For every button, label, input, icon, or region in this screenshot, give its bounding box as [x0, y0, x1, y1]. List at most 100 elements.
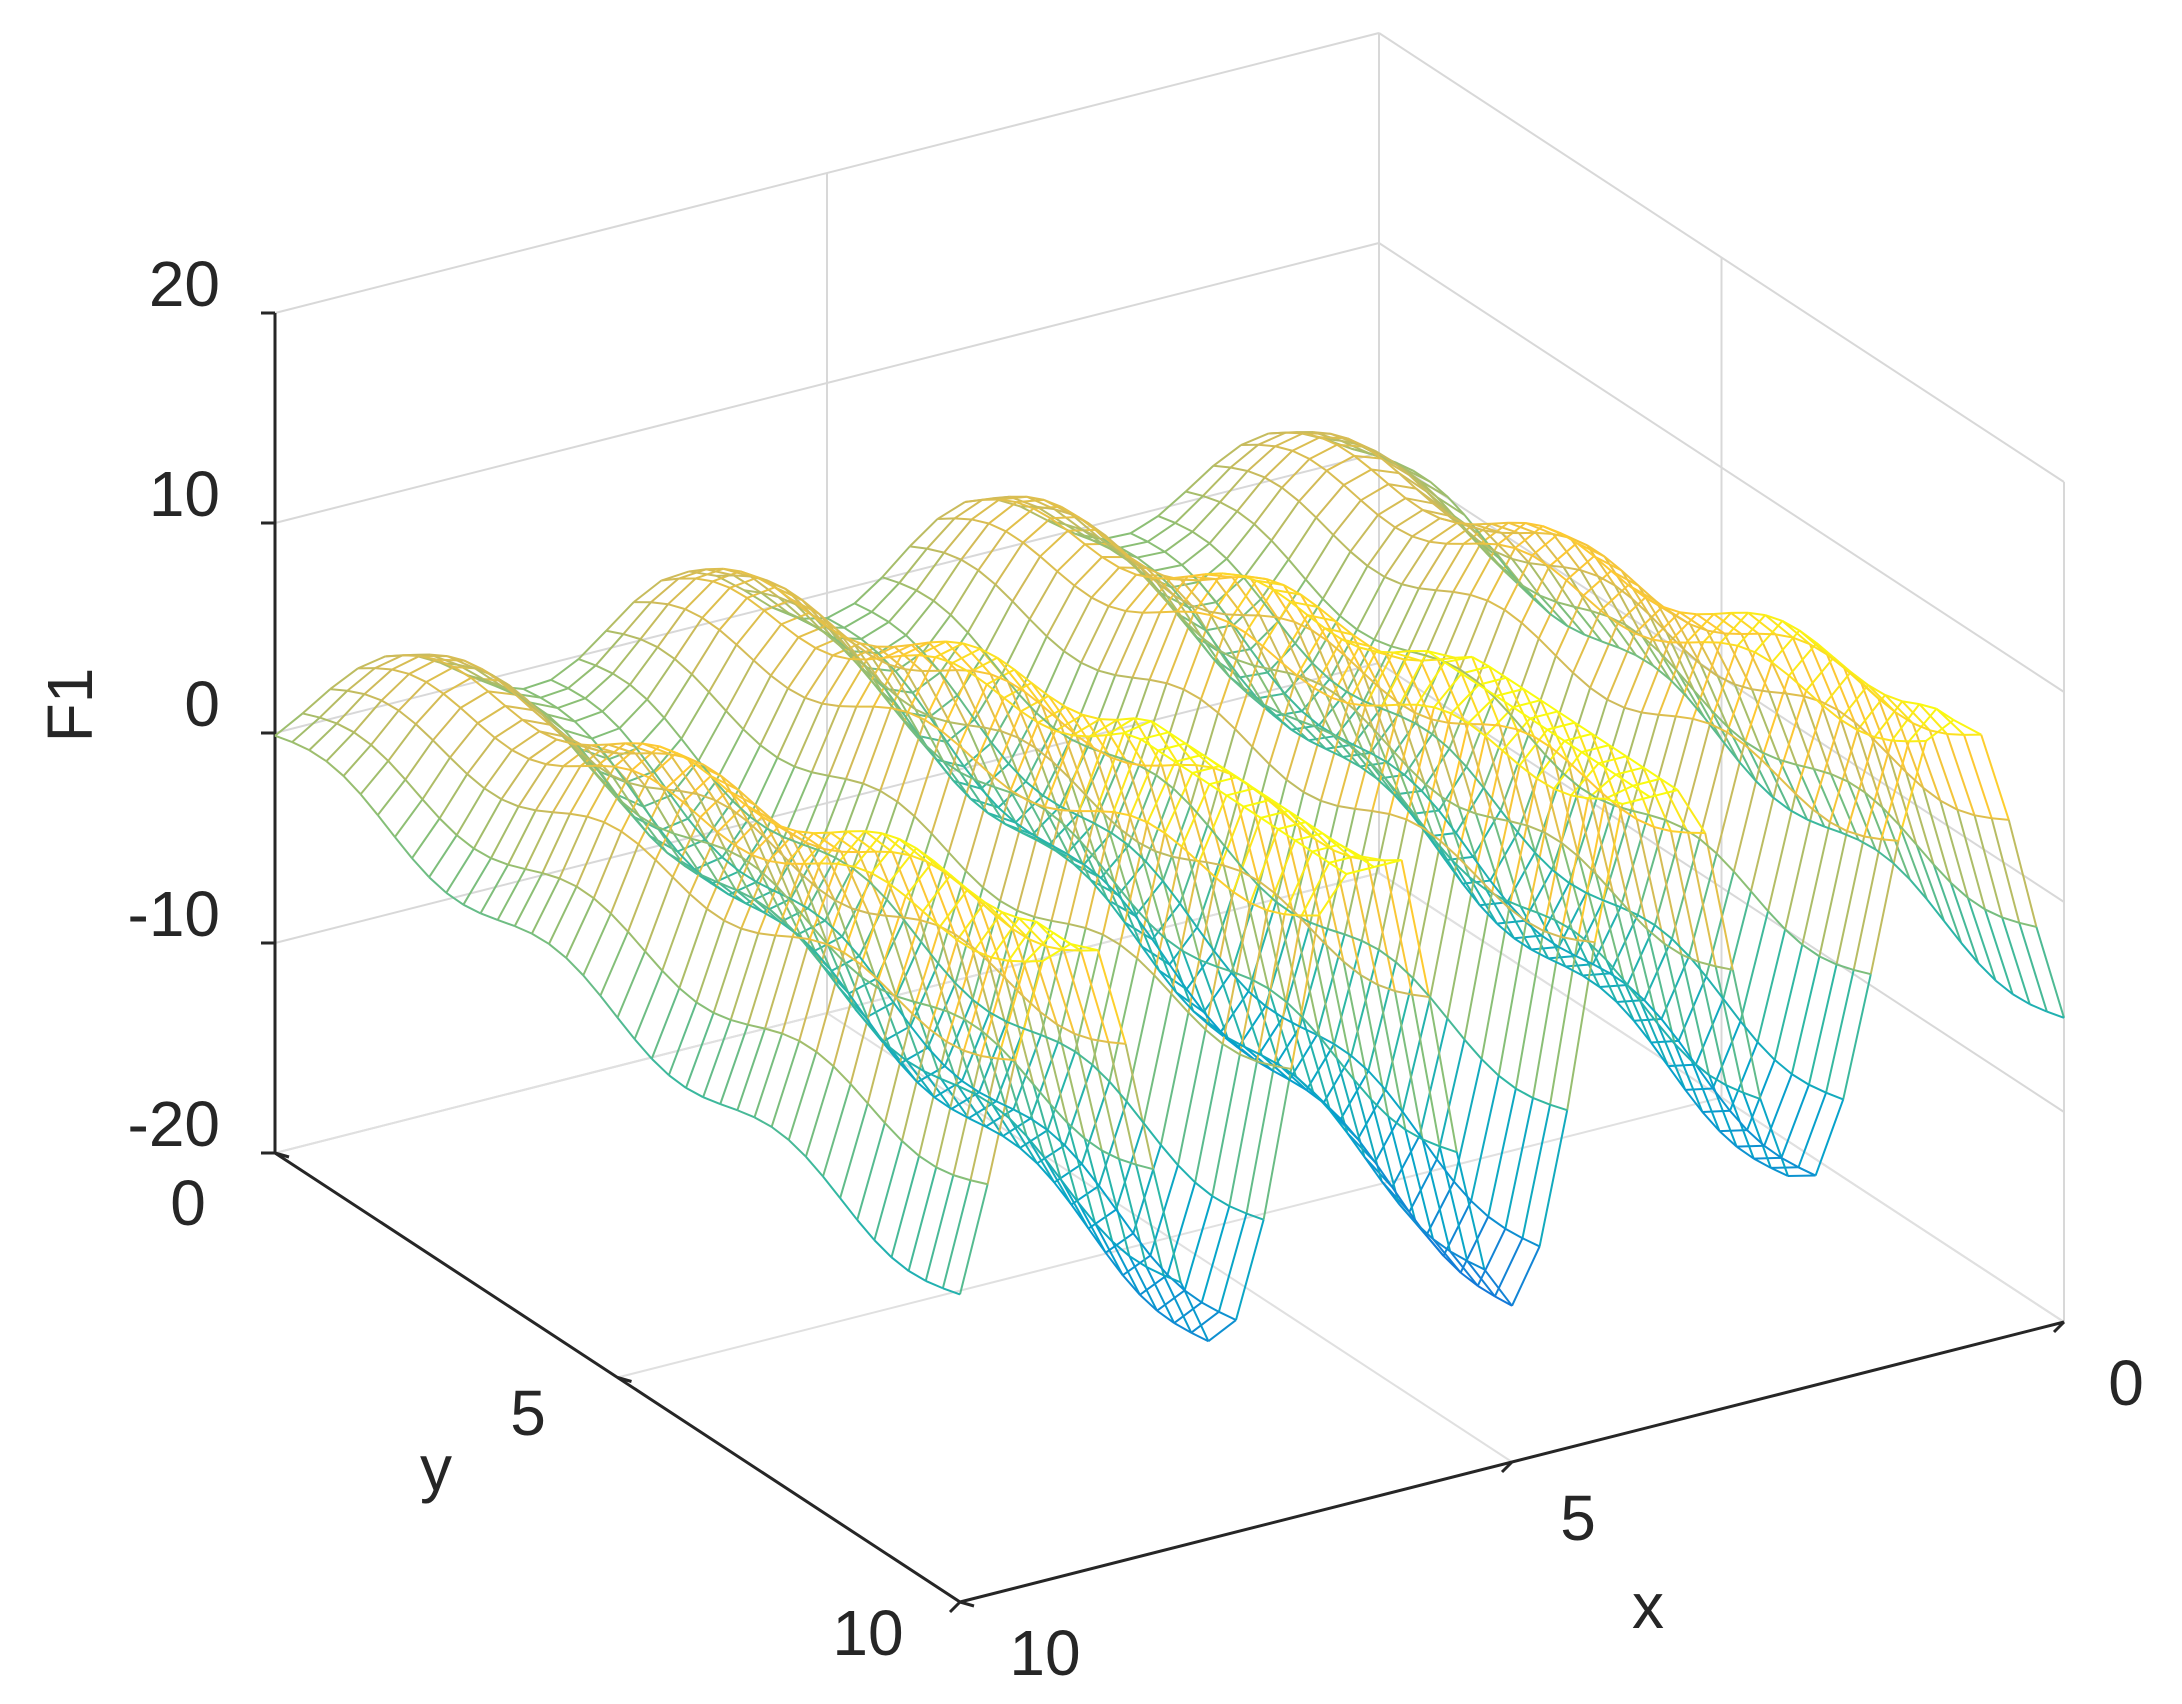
mesh-segment-y-17-2: [1586, 544, 1616, 587]
mesh-segment-x-4-4: [1336, 443, 1355, 457]
mesh-segment-x-40-19: [599, 995, 619, 1019]
mesh-segment-x-18-1: [898, 582, 917, 592]
mesh-segment-y-19-20: [1124, 921, 1153, 941]
mesh-segment-x-40-10: [445, 891, 464, 906]
mesh-segment-x-38-38: [980, 1054, 999, 1060]
mesh-segment-x-4-30: [1781, 620, 1800, 632]
mesh-segment-x-23-30: [1257, 879, 1276, 895]
mesh-segment-x-8-1: [1174, 522, 1193, 533]
mesh-segment-y-3-26: [684, 580, 714, 610]
mesh-segment-x-33-20: [809, 924, 829, 946]
mesh-segment-x-20-7: [946, 741, 965, 768]
mesh-segment-x-3-22: [1672, 613, 1691, 626]
mesh-segment-y-15-21: [1027, 799, 1058, 852]
mesh-segment-x-32-14: [735, 888, 754, 900]
mesh-segment-y-11-26: [821, 658, 851, 705]
mesh-segment-x-24-13: [939, 669, 957, 672]
mesh-segment-x-28-22: [982, 886, 1001, 902]
mesh-segment-x-9-30: [1643, 999, 1663, 1020]
mesh-segment-x-9-8: [1266, 671, 1286, 695]
mesh-segment-y-37-28: [1211, 1054, 1241, 1197]
mesh-segment-x-11-18: [1382, 775, 1402, 798]
mesh-segment-x-27-2: [667, 603, 686, 611]
mesh-segment-x-31-35: [1122, 1274, 1141, 1296]
mesh-segment-x-13-32: [1567, 760, 1587, 779]
mesh-segment-x-33-22: [844, 961, 863, 979]
mesh-segment-x-24-32: [1263, 796, 1283, 813]
mesh-segment-x-36-36: [1001, 911, 1020, 920]
mesh-segment-y-24-0: [1761, 752, 1791, 811]
mesh-segment-x-18-26: [1327, 927, 1345, 936]
mesh-segment-x-2-9: [1477, 539, 1496, 553]
mesh-segment-x-30-37: [1184, 1289, 1203, 1304]
mesh-segment-x-23-18: [1051, 760, 1071, 779]
mesh-segment-x-6-37: [1846, 830, 1865, 838]
mesh-segment-x-1-5: [1436, 496, 1455, 517]
mesh-segment-y-32-36: [905, 860, 935, 897]
mesh-segment-y-40-20: [1483, 1268, 1513, 1307]
mesh-segment-x-17-32: [1457, 856, 1476, 876]
mesh-segment-x-4-2: [1302, 432, 1321, 439]
mesh-segment-y-40-15: [1622, 796, 1651, 805]
mesh-segment-y-7-15: [1056, 543, 1086, 573]
mesh-segment-y-30-23: [1229, 773, 1259, 881]
mesh-segment-y-40-14: [1649, 789, 1678, 798]
mesh-segment-y-15-36: [614, 742, 643, 768]
mesh-segment-x-22-5: [856, 663, 876, 686]
mesh-segment-x-1-35: [1950, 881, 1969, 899]
mesh-segment-y-30-6: [1698, 732, 1729, 839]
mesh-segment-y-20-15: [1279, 614, 1309, 662]
mesh-segment-x-17-39: [1577, 939, 1595, 944]
mesh-segment-x-34-23: [834, 899, 853, 910]
mesh-segment-x-32-0: [495, 685, 514, 695]
mesh-segment-x-23-16: [1017, 736, 1036, 749]
mesh-segment-x-12-20: [1389, 747, 1409, 768]
mesh-segment-y-33-38: [866, 996, 897, 1104]
mesh-segment-x-29-21: [937, 962, 957, 984]
mesh-segment-x-36-1: [402, 654, 420, 657]
mesh-segment-y-32-22: [1291, 909, 1321, 1038]
mesh-segment-x-31-24: [933, 1096, 953, 1110]
mesh-segment-y-39-29: [1217, 1213, 1248, 1313]
mesh-segment-y-2-38: [336, 693, 366, 725]
mesh-segment-x-20-5: [911, 692, 931, 718]
mesh-segment-y-38-39: [924, 1174, 955, 1282]
mesh-segment-x-31-6: [625, 781, 645, 808]
mesh-segment-x-19-29: [1350, 1054, 1370, 1072]
mesh-segment-x-13-19: [1344, 655, 1364, 673]
label-layer: F1 y x 20 10 0 -10 -20 0 5 10 0 5 10: [34, 248, 2144, 1689]
mesh-segment-x-7-37: [1818, 955, 1837, 966]
mesh-segment-x-10-8: [1239, 676, 1258, 699]
mesh-segment-x-26-37: [1294, 839, 1313, 853]
mesh-segment-y-36-33: [1056, 1024, 1086, 1139]
mesh-segment-x-15-39: [1632, 784, 1651, 798]
mesh-segment-x-5-4: [1308, 458, 1328, 472]
mesh-segment-x-23-23: [1137, 841, 1156, 853]
mesh-segment-y-39-38: [969, 1058, 1000, 1181]
mesh-segment-y-0-27: [605, 601, 635, 632]
mesh-segment-x-23-11: [932, 716, 950, 724]
mesh-segment-x-40-7: [394, 836, 413, 859]
mesh-segment-y-39-33: [1107, 1041, 1138, 1165]
mesh-segment-x-2-14: [1563, 566, 1581, 572]
mesh-segment-y-32-25: [1209, 776, 1238, 786]
mesh-segment-y-38-26: [1283, 851, 1314, 915]
mesh-segment-x-37-1: [374, 667, 393, 671]
mesh-segment-y-18-5: [1520, 565, 1551, 624]
mesh-segment-x-32-21: [854, 1008, 874, 1031]
mesh-segment-x-35-7: [532, 709, 551, 726]
mesh-segment-x-13-29: [1516, 728, 1535, 738]
mesh-segment-y-5-0: [1436, 496, 1466, 516]
mesh-segment-x-34-39: [1108, 1041, 1126, 1045]
mesh-segment-x-23-1: [761, 591, 779, 599]
mesh-segment-x-37-37: [991, 956, 1009, 962]
mesh-segment-y-37-7: [1790, 956, 1821, 1075]
mesh-segment-y-9-16: [1063, 597, 1093, 652]
mesh-segment-x-16-20: [1279, 660, 1298, 677]
mesh-segment-y-0-18: [853, 576, 883, 605]
mesh-segment-x-8-16: [1431, 733, 1450, 750]
mesh-segment-x-4-36: [1884, 694, 1903, 703]
mesh-segment-x-40-34: [856, 1219, 876, 1241]
mesh-segment-x-17-19: [1234, 728, 1254, 748]
mesh-segment-x-33-25: [896, 995, 914, 1003]
